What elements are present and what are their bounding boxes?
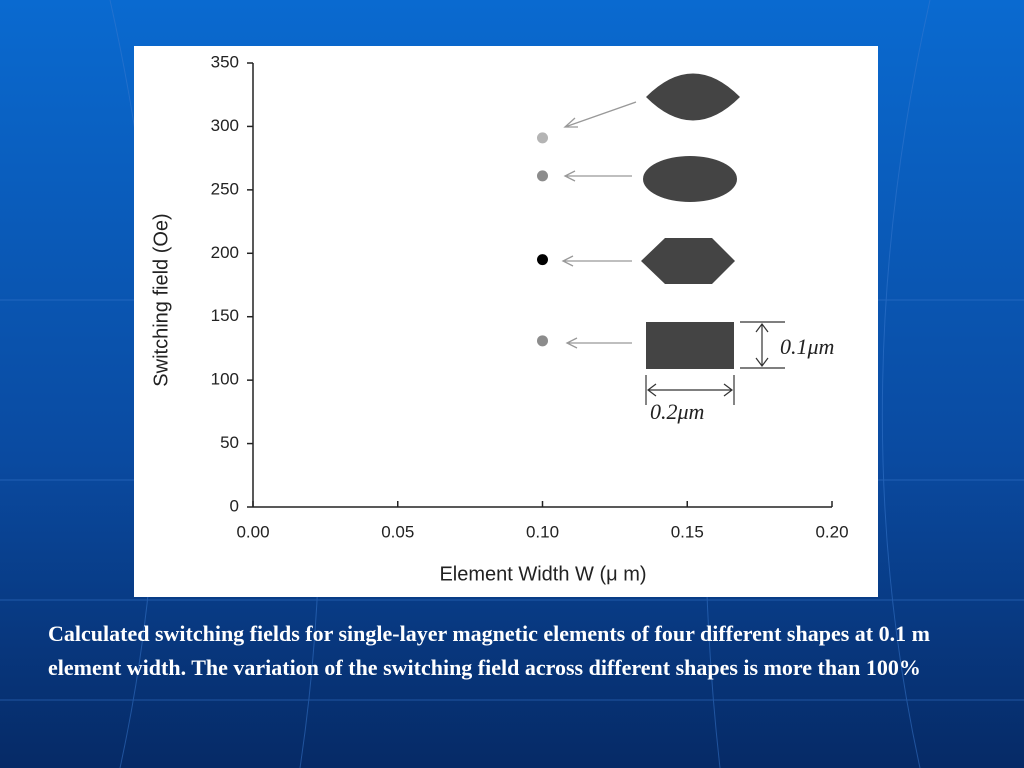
x-axis-label: Element Width W (μ m) <box>439 563 646 585</box>
ellipse-shape <box>643 156 737 202</box>
data-point <box>537 335 548 347</box>
hexagon-shape <box>641 238 735 284</box>
x-tick-label: 0.15 <box>671 522 704 541</box>
y-tick-label: 0 <box>230 496 239 515</box>
x-tick-label: 0.00 <box>236 522 269 541</box>
caption: Calculated switching fields for single-l… <box>48 621 930 680</box>
y-tick-label: 350 <box>211 52 239 71</box>
arrows <box>561 101 637 349</box>
y-tick-label: 200 <box>211 243 239 262</box>
annotation: 0.2μm <box>650 399 704 424</box>
x-tick-label: 0.10 <box>526 522 559 541</box>
lemon-shape <box>646 73 740 121</box>
rectangle-shape <box>646 322 734 369</box>
data-point <box>537 254 548 266</box>
shapes <box>641 73 740 369</box>
y-tick-label: 250 <box>211 179 239 198</box>
x-tick-label: 0.05 <box>381 522 414 541</box>
y-tick-label: 50 <box>220 433 239 452</box>
data-point <box>537 170 548 182</box>
annotation: 0.1μm <box>780 334 834 359</box>
dimension-lines <box>645 321 785 405</box>
y-tick-label: 100 <box>211 370 239 389</box>
x-tick-label: 0.20 <box>815 522 848 541</box>
y-tick-label: 300 <box>211 116 239 135</box>
y-axis-label: Switching field (Oe) <box>150 213 172 386</box>
y-tick-label: 150 <box>211 306 239 325</box>
data-point <box>537 132 548 144</box>
plot: 0 50 100 150 200 250 300 350 0.00 0.05 0.10 0.15 0.2… <box>211 52 849 541</box>
